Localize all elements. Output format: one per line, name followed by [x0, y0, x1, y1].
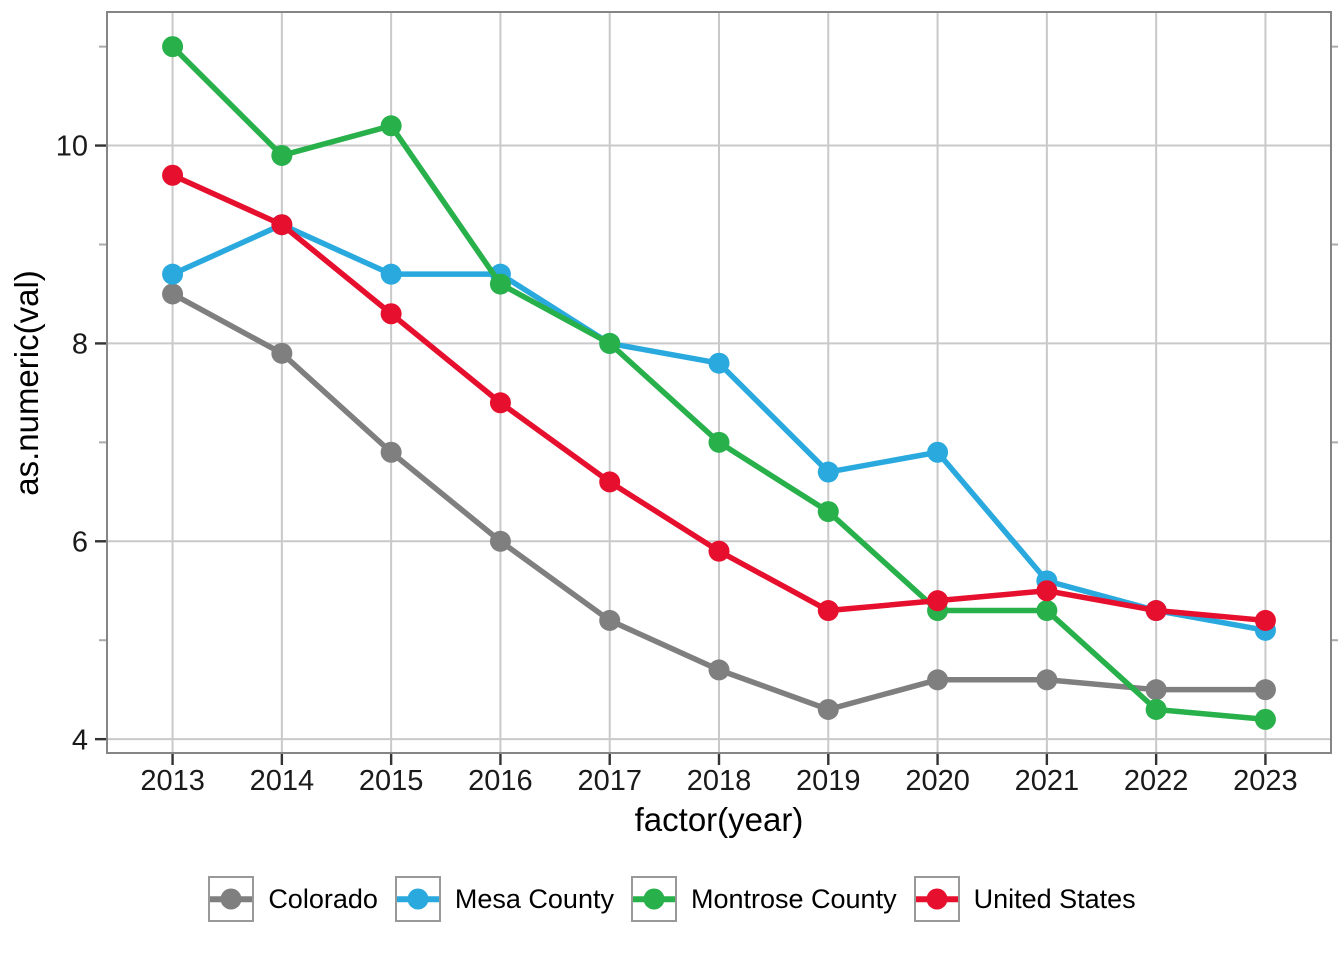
data-point-colorado-2021: [1036, 669, 1058, 691]
data-point-colorado-2017: [599, 609, 621, 631]
x-axis-title: factor(year): [635, 801, 804, 838]
legend-item-united-states: United States: [913, 876, 1136, 922]
legend-key-dot: [407, 888, 429, 910]
data-point-united-states-2017: [599, 471, 621, 493]
data-point-mesa-county-2013: [162, 263, 184, 285]
chart-legend: Colorado Mesa County Montrose County United…: [0, 876, 1344, 922]
data-point-colorado-2023: [1254, 679, 1276, 701]
x-tick-label-2020: 2020: [905, 765, 970, 797]
data-point-united-states-2018: [708, 540, 730, 562]
data-point-mesa-county-2019: [817, 461, 839, 483]
data-point-montrose-county-2023: [1254, 708, 1276, 730]
axis-ticks: [95, 45, 1338, 765]
data-point-united-states-2021: [1036, 580, 1058, 602]
data-point-united-states-2013: [162, 164, 184, 186]
data-point-united-states-2014: [271, 214, 293, 236]
legend-key-dot: [220, 888, 242, 910]
data-point-colorado-2018: [708, 659, 730, 681]
data-point-montrose-county-2015: [380, 115, 402, 137]
x-tick-label-2015: 2015: [359, 765, 424, 797]
data-point-montrose-county-2014: [271, 144, 293, 166]
data-point-united-states-2022: [1145, 600, 1167, 622]
y-axis-title: as.numeric(val): [8, 270, 45, 496]
gridlines: [107, 12, 1331, 753]
legend-item-montrose-county: Montrose County: [630, 876, 897, 922]
legend-key-icon: [208, 876, 255, 922]
data-point-montrose-county-2017: [599, 332, 621, 354]
x-tick-label-2023: 2023: [1233, 765, 1298, 797]
data-point-colorado-2014: [271, 342, 293, 364]
x-tick-label-2014: 2014: [250, 765, 315, 797]
x-tick-label-2019: 2019: [796, 765, 861, 797]
data-point-colorado-2019: [817, 698, 839, 720]
data-point-united-states-2016: [489, 392, 511, 414]
data-series: [162, 36, 1276, 730]
data-point-colorado-2020: [927, 669, 949, 691]
legend-key-icon: [394, 876, 441, 922]
legend-key-dot: [643, 888, 665, 910]
data-point-montrose-county-2013: [162, 36, 184, 58]
y-tick-label-4: 4: [72, 724, 88, 756]
legend-key-icon: [913, 876, 960, 922]
panel-border: [106, 11, 1332, 754]
series-montrose-county: [162, 36, 1276, 730]
data-point-united-states-2015: [380, 303, 402, 325]
data-point-colorado-2015: [380, 441, 402, 463]
data-point-united-states-2019: [817, 600, 839, 622]
data-point-united-states-2023: [1254, 609, 1276, 631]
data-point-mesa-county-2018: [708, 352, 730, 374]
legend-item-mesa-county: Mesa County: [394, 876, 614, 922]
data-point-colorado-2016: [489, 530, 511, 552]
series-united-states: [162, 164, 1276, 631]
legend-item-label: Montrose County: [690, 883, 897, 914]
data-point-mesa-county-2015: [380, 263, 402, 285]
x-tick-label-2021: 2021: [1015, 765, 1080, 797]
y-tick-label-6: 6: [72, 526, 88, 558]
legend-key-dot: [926, 888, 948, 910]
legend-item-label: Colorado: [268, 883, 378, 914]
x-tick-label-2022: 2022: [1124, 765, 1189, 797]
data-point-montrose-county-2019: [817, 501, 839, 523]
axis-tick-labels: 4 6 8 10 2013 2014 2015 2016 2017 2018 2019 2020 202…: [56, 131, 1298, 797]
y-tick-label-8: 8: [72, 329, 88, 361]
data-point-colorado-2013: [162, 283, 184, 305]
data-point-montrose-county-2022: [1145, 698, 1167, 720]
data-point-colorado-2022: [1145, 679, 1167, 701]
x-tick-label-2018: 2018: [687, 765, 752, 797]
legend-key-icon: [630, 876, 677, 922]
data-point-montrose-county-2016: [489, 273, 511, 295]
series-colorado: [162, 283, 1276, 720]
data-point-united-states-2020: [927, 590, 949, 612]
data-point-montrose-county-2018: [708, 431, 730, 453]
legend-item-label: United States: [973, 883, 1136, 914]
y-tick-label-10: 10: [56, 131, 88, 163]
legend-item-label: Mesa County: [454, 883, 614, 914]
chart-plot-area: 4 6 8 10 2013 2014 2015 2016 2017 2018 2019 2020 202…: [8, 11, 1338, 838]
x-tick-label-2013: 2013: [140, 765, 205, 797]
data-point-mesa-county-2020: [927, 441, 949, 463]
data-point-montrose-county-2021: [1036, 600, 1058, 622]
legend-item-colorado: Colorado: [208, 876, 378, 922]
x-tick-label-2016: 2016: [468, 765, 533, 797]
x-tick-label-2017: 2017: [577, 765, 642, 797]
